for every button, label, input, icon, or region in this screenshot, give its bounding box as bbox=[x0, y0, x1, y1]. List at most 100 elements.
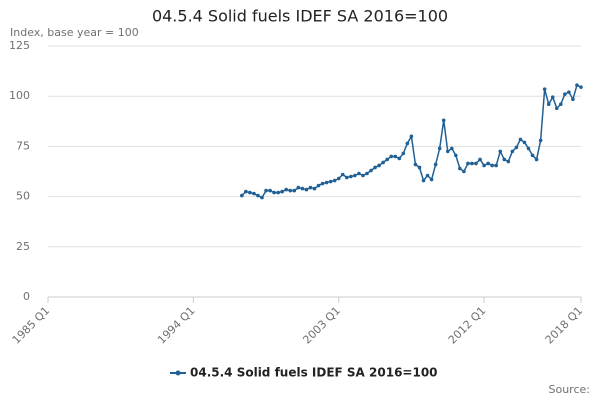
data-point bbox=[490, 163, 494, 168]
data-point bbox=[538, 138, 543, 143]
data-point bbox=[526, 146, 531, 151]
data-point bbox=[417, 165, 422, 170]
chart-title: 04.5.4 Solid fuels IDEF SA 2016=100 bbox=[152, 7, 448, 26]
x-tick-label: 1985 Q1 bbox=[10, 304, 53, 347]
data-point bbox=[409, 134, 414, 139]
data-point bbox=[559, 102, 563, 107]
y-tick-label: 100 bbox=[9, 89, 30, 102]
data-point bbox=[433, 162, 438, 167]
data-point bbox=[300, 186, 305, 191]
data-point bbox=[361, 173, 365, 178]
y-tick-label: 75 bbox=[16, 139, 30, 152]
data-point bbox=[381, 160, 385, 165]
data-point bbox=[316, 183, 321, 188]
legend-marker bbox=[175, 370, 181, 376]
data-point bbox=[563, 92, 567, 96]
data-point bbox=[579, 85, 583, 89]
chart-subtitle: Index, base year = 100 bbox=[10, 26, 139, 39]
data-point bbox=[340, 172, 345, 177]
data-point bbox=[534, 157, 539, 162]
x-tick-label: 2003 Q1 bbox=[300, 304, 343, 347]
data-point bbox=[377, 163, 381, 168]
data-point bbox=[575, 83, 579, 87]
series-line bbox=[241, 84, 582, 199]
y-tick-label: 125 bbox=[9, 39, 30, 52]
data-point bbox=[324, 180, 329, 185]
data-point bbox=[312, 186, 317, 191]
data-point bbox=[567, 90, 571, 94]
y-tick-label: 0 bbox=[23, 290, 30, 303]
y-tick-label: 25 bbox=[16, 240, 30, 253]
data-point bbox=[389, 154, 394, 159]
data-point bbox=[260, 195, 264, 200]
data-point bbox=[550, 95, 555, 100]
data-point bbox=[498, 149, 503, 154]
legend-label: 04.5.4 Solid fuels IDEF SA 2016=100 bbox=[190, 366, 438, 380]
data-point bbox=[336, 176, 341, 181]
data-point bbox=[482, 163, 486, 168]
data-point bbox=[349, 174, 353, 179]
data-point bbox=[328, 179, 333, 184]
data-point bbox=[320, 181, 325, 186]
data-point bbox=[546, 102, 551, 107]
data-point bbox=[272, 190, 276, 195]
data-point bbox=[514, 145, 519, 150]
data-point bbox=[401, 151, 406, 156]
data-point bbox=[405, 141, 410, 146]
data-point bbox=[429, 177, 434, 182]
data-point bbox=[506, 159, 511, 164]
x-tick-label: 1994 Q1 bbox=[155, 304, 198, 347]
source: Source: bbox=[549, 383, 591, 396]
data-point bbox=[308, 185, 313, 190]
data-point bbox=[304, 187, 309, 192]
data-point bbox=[365, 171, 369, 176]
data-point bbox=[454, 153, 458, 158]
data-point bbox=[413, 162, 418, 167]
data-point bbox=[510, 149, 515, 154]
data-point bbox=[445, 149, 450, 154]
data-point bbox=[244, 189, 248, 194]
data-point bbox=[554, 106, 559, 111]
data-point bbox=[353, 173, 357, 178]
data-point bbox=[462, 169, 466, 174]
y-tick-label: 50 bbox=[16, 190, 30, 203]
data-point bbox=[437, 146, 442, 151]
data-point bbox=[502, 157, 507, 162]
data-point bbox=[397, 156, 402, 161]
data-point bbox=[280, 189, 284, 194]
data-point bbox=[248, 190, 252, 195]
data-point bbox=[449, 146, 454, 151]
data-point bbox=[373, 165, 377, 170]
data-point bbox=[332, 178, 337, 183]
data-point bbox=[256, 193, 260, 198]
data-point bbox=[276, 190, 280, 195]
data-point bbox=[486, 161, 490, 166]
x-tick-label: 2012 Q1 bbox=[446, 304, 489, 347]
data-point bbox=[425, 173, 430, 178]
data-point bbox=[478, 157, 482, 162]
data-point bbox=[264, 188, 268, 193]
data-point bbox=[530, 153, 535, 158]
data-point bbox=[421, 178, 426, 183]
data-point bbox=[296, 185, 301, 190]
data-point bbox=[284, 187, 289, 192]
data-point bbox=[385, 157, 389, 162]
data-point bbox=[393, 154, 398, 159]
data-point bbox=[542, 87, 547, 91]
data-point bbox=[240, 193, 244, 198]
data-point bbox=[441, 118, 446, 123]
data-point bbox=[268, 188, 272, 193]
data-point bbox=[292, 188, 297, 193]
data-point bbox=[494, 163, 499, 168]
data-point bbox=[518, 137, 523, 142]
data-point bbox=[522, 140, 527, 145]
data-point bbox=[288, 188, 293, 193]
data-point bbox=[458, 166, 462, 171]
data-point bbox=[369, 168, 373, 173]
data-point bbox=[357, 171, 361, 176]
data-point bbox=[470, 161, 474, 166]
data-point bbox=[571, 97, 575, 102]
data-point bbox=[474, 161, 478, 166]
x-tick-label: 2018 Q1 bbox=[543, 304, 586, 347]
data-point bbox=[345, 175, 349, 180]
